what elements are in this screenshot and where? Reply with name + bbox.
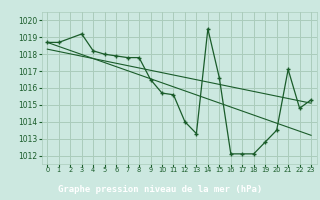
Text: Graphe pression niveau de la mer (hPa): Graphe pression niveau de la mer (hPa) xyxy=(58,185,262,194)
